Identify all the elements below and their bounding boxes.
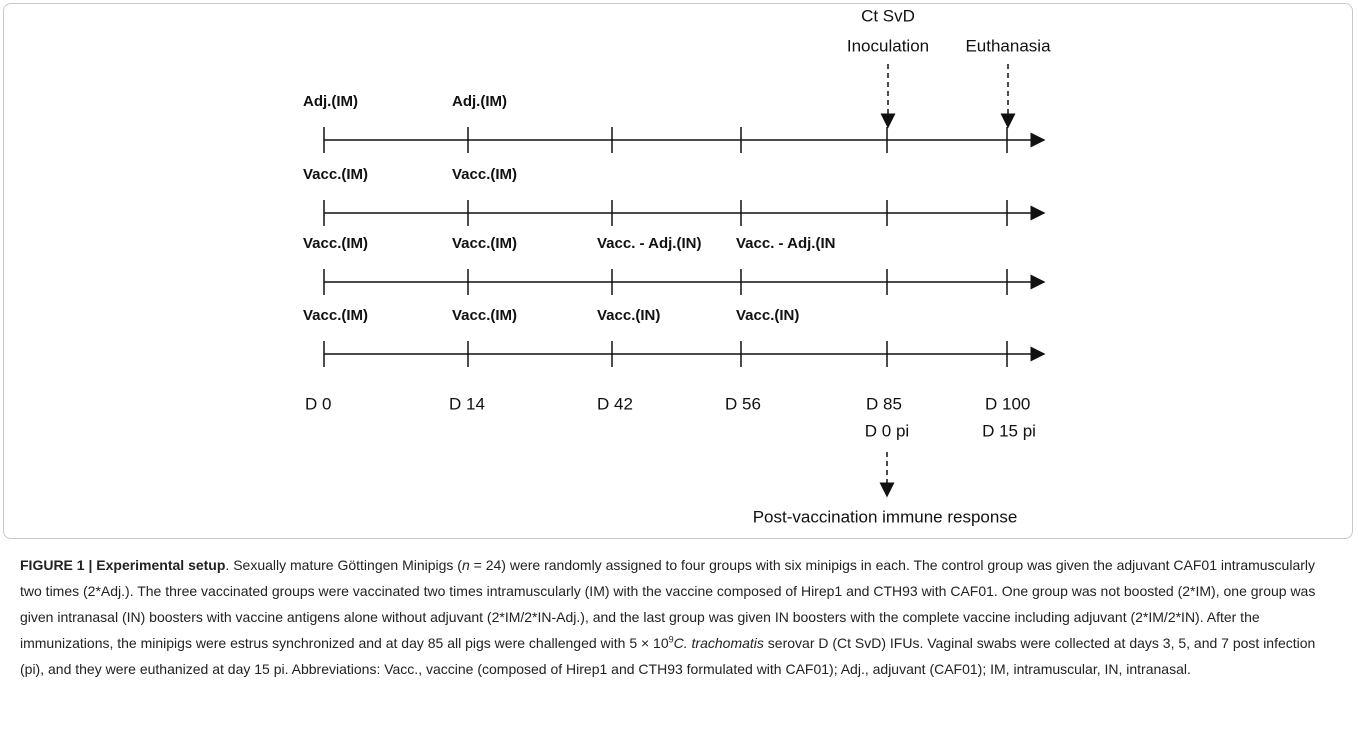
event-label: Vacc.(IN) bbox=[736, 307, 799, 324]
caption-label: FIGURE 1 | Experimental setup bbox=[20, 557, 226, 573]
caption-text: n bbox=[461, 557, 470, 573]
event-label: Vacc. - Adj.(IN) bbox=[597, 235, 701, 252]
day-pi-label: D 0 pi bbox=[865, 421, 909, 440]
event-label: Adj.(IM) bbox=[452, 93, 507, 110]
day-label: D 56 bbox=[725, 394, 761, 413]
event-label: Vacc.(IM) bbox=[452, 307, 517, 324]
top-label: Euthanasia bbox=[965, 36, 1051, 55]
caption-text: C. trachomatis bbox=[673, 635, 764, 651]
caption-text: 9 bbox=[668, 634, 674, 645]
event-label: Vacc.(IM) bbox=[452, 166, 517, 183]
caption-text: = 24) were randomly assigned to four gro… bbox=[20, 557, 1316, 651]
day-label: D 42 bbox=[597, 394, 633, 413]
event-label: Vacc. - Adj.(IN bbox=[736, 235, 835, 252]
event-label: Adj.(IM) bbox=[303, 93, 358, 110]
caption-text: serovar D (Ct SvD) IFUs. Vaginal swabs w… bbox=[20, 635, 1316, 677]
day-pi-label: D 15 pi bbox=[982, 421, 1036, 440]
top-label: Ct SvD bbox=[861, 6, 915, 25]
caption-text: . Sexually mature Göttingen Minipigs ( bbox=[225, 557, 462, 573]
figure-frame bbox=[3, 3, 1353, 539]
event-label: Vacc.(IN) bbox=[597, 307, 660, 324]
caption: FIGURE 1 | Experimental setup. Sexually … bbox=[20, 552, 1340, 682]
event-label: Vacc.(IM) bbox=[303, 166, 368, 183]
day-label: D 0 bbox=[305, 394, 331, 413]
timeline-diagram: Ct SvD Inoculation Euthanasia Post-vacci… bbox=[303, 6, 1051, 526]
bottom-label: Post-vaccination immune response bbox=[753, 507, 1018, 526]
event-label: Vacc.(IM) bbox=[303, 235, 368, 252]
event-label: Vacc.(IM) bbox=[452, 235, 517, 252]
day-label: D 85 bbox=[866, 394, 902, 413]
top-label: Inoculation bbox=[847, 36, 929, 55]
day-label: D 14 bbox=[449, 394, 485, 413]
day-label: D 100 bbox=[985, 394, 1030, 413]
event-label: Vacc.(IM) bbox=[303, 307, 368, 324]
